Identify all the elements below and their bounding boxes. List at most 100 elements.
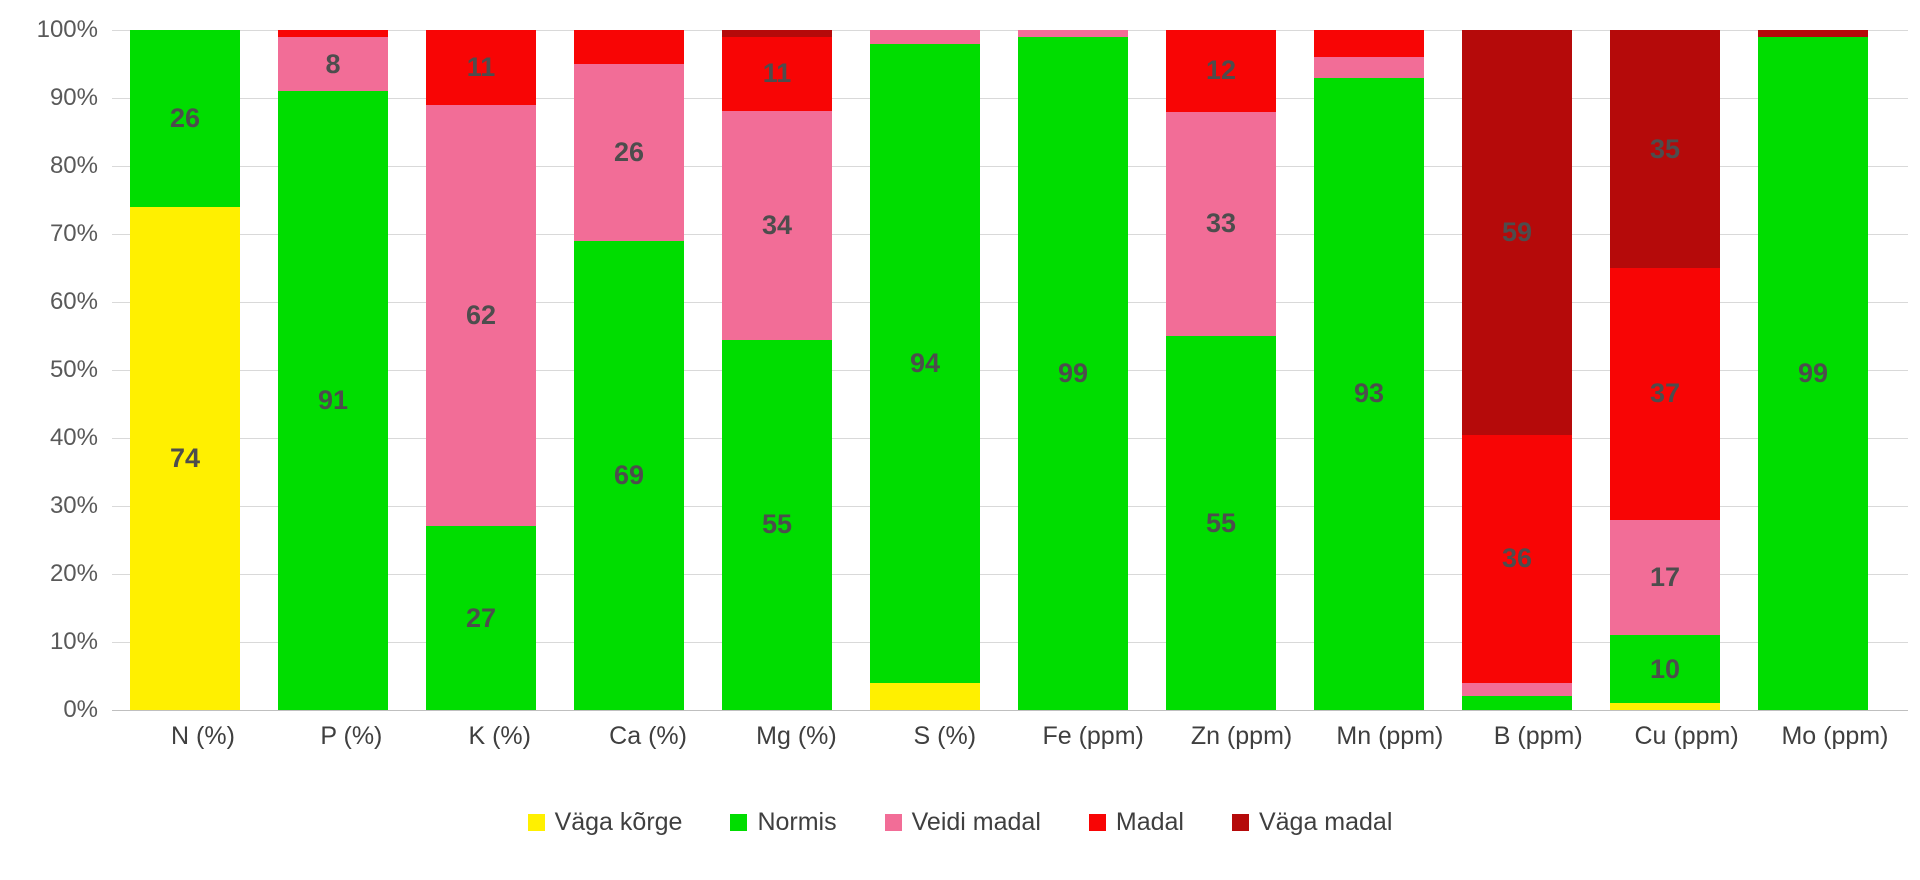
y-axis-tick: 100% — [36, 16, 98, 43]
bar-segment: 74 — [130, 206, 240, 710]
bar-value-label: 27 — [465, 602, 497, 633]
bar-segment — [278, 30, 388, 37]
bar-value-label: 59 — [1501, 217, 1533, 248]
bar-column: 36 59 — [1462, 30, 1572, 710]
y-axis-tick: 70% — [49, 220, 98, 247]
bar-value-label: 93 — [1353, 378, 1385, 409]
x-axis-label: Fe (ppm) — [1042, 722, 1144, 750]
bar-segment: 12 — [1166, 30, 1276, 112]
y-axis-tick: 80% — [49, 152, 98, 179]
bar-value-label: 17 — [1649, 561, 1681, 592]
bar-segment — [870, 682, 980, 710]
x-axis-label: Mo (ppm) — [1781, 722, 1889, 750]
legend-swatch — [527, 814, 545, 831]
bar-value-label: 12 — [1205, 55, 1237, 86]
legend-swatch — [1088, 814, 1106, 831]
bar-column: 93 — [1314, 30, 1424, 710]
bar-segment: 26 — [574, 64, 684, 241]
bar-segment: 55 — [1166, 336, 1276, 710]
y-axis-tick: 90% — [49, 84, 98, 111]
bar-segment: 11 — [722, 36, 832, 111]
legend-item: Väga madal — [1231, 808, 1392, 837]
y-axis-tick: 50% — [49, 356, 98, 383]
bar-segment: 91 — [278, 91, 388, 710]
bar-segment: 36 — [1462, 435, 1572, 683]
bar-segment: 17 — [1610, 519, 1720, 636]
bar-segment — [1018, 30, 1128, 37]
bar-value-label: 11 — [466, 51, 496, 82]
x-axis-label: Mg (%) — [756, 722, 837, 750]
bar-value-label: 11 — [762, 58, 792, 89]
legend-label: Veidi madal — [911, 808, 1041, 836]
gridline — [112, 438, 1908, 439]
gridline — [112, 370, 1908, 371]
y-axis-tick: 30% — [49, 492, 98, 519]
legend-label: Normis — [757, 808, 837, 836]
bar-value-label: 99 — [1797, 357, 1829, 388]
x-axis-label: P (%) — [320, 722, 383, 750]
x-axis-labels: N (%) P (%) K (%) Ca (%) Mg (%) S (%) Fe (ppm)… — [130, 722, 1908, 762]
bar-value-label: 99 — [1057, 357, 1089, 388]
bar-segment — [1610, 703, 1720, 710]
bar-segment: 27 — [426, 526, 536, 710]
bar-column: 74 26 — [130, 30, 240, 710]
bar-segment: 35 — [1610, 30, 1720, 269]
y-axis-tick: 20% — [49, 560, 98, 587]
legend-item: Väga kõrge — [527, 808, 683, 837]
bar-segment: 93 — [1314, 77, 1424, 710]
bar-value-label: 36 — [1501, 543, 1533, 574]
bar-value-label: 94 — [909, 347, 941, 378]
bar-column: 10 17 37 35 — [1610, 30, 1720, 710]
gridline — [112, 506, 1908, 507]
gridline — [112, 302, 1908, 303]
legend-label: Madal — [1115, 808, 1184, 836]
bar-value-label: 8 — [325, 48, 341, 79]
bar-column: 55 34 11 — [722, 30, 832, 710]
legend-swatch — [884, 814, 902, 831]
bar-segment — [1314, 57, 1424, 78]
gridline — [112, 234, 1908, 235]
x-axis-label: K (%) — [468, 722, 531, 750]
y-axis-tick: 60% — [49, 288, 98, 315]
gridline — [112, 166, 1908, 167]
bar-segment: 99 — [1018, 36, 1128, 710]
legend-swatch — [1231, 814, 1249, 831]
y-axis-tick: 40% — [49, 424, 98, 451]
bar-segment — [1758, 30, 1868, 37]
bar-segment: 26 — [130, 30, 240, 207]
bar-segment — [1314, 30, 1424, 58]
gridline — [112, 98, 1908, 99]
bar-value-label: 33 — [1205, 208, 1237, 239]
bar-segment: 99 — [1758, 36, 1868, 710]
gridline — [112, 642, 1908, 643]
bar-segment: 33 — [1166, 111, 1276, 336]
bar-segment — [870, 30, 980, 44]
bar-value-label: 34 — [761, 209, 793, 240]
legend-item: Veidi madal — [884, 808, 1041, 837]
bar-value-label: 74 — [169, 442, 201, 473]
legend-label: Väga kõrge — [554, 808, 683, 836]
legend-item: Madal — [1088, 808, 1184, 837]
x-axis-label: S (%) — [913, 722, 977, 750]
bar-column: 91 8 — [278, 30, 388, 710]
bar-value-label: 37 — [1649, 378, 1681, 409]
bar-segment: 59 — [1462, 30, 1572, 436]
bar-segment — [722, 30, 832, 37]
bar-segment: 8 — [278, 36, 388, 92]
bar-segment — [1462, 696, 1572, 710]
bar-segment — [574, 30, 684, 65]
bar-column: 55 33 12 — [1166, 30, 1276, 710]
gridline — [112, 710, 1908, 711]
bar-value-label: 55 — [1205, 507, 1237, 538]
bar-segment: 62 — [426, 104, 536, 527]
bar-segment: 10 — [1610, 635, 1720, 704]
bar-value-label: 10 — [1649, 653, 1681, 684]
bar-column: 69 26 — [574, 30, 684, 710]
bar-value-label: 55 — [761, 509, 793, 540]
y-axis-tick: 10% — [49, 628, 98, 655]
bar-segment: 69 — [574, 240, 684, 710]
x-axis-label: Zn (ppm) — [1190, 722, 1293, 750]
x-axis-label: Ca (%) — [609, 722, 687, 750]
bar-segment: 34 — [722, 110, 832, 340]
